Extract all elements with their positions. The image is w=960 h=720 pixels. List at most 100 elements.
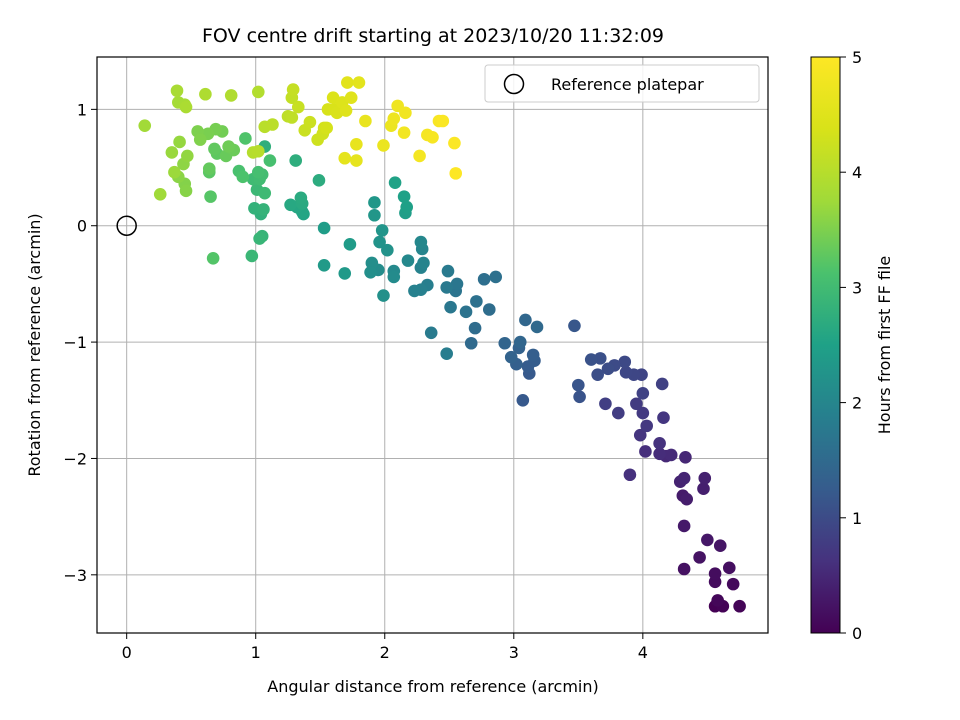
data-point <box>339 104 353 117</box>
data-point <box>693 551 706 564</box>
data-point <box>204 190 217 203</box>
data-point <box>436 114 450 128</box>
data-point <box>258 186 272 200</box>
data-point <box>364 265 377 279</box>
data-point <box>417 256 430 270</box>
data-point <box>341 76 354 89</box>
x-tick-label: 2 <box>380 643 390 662</box>
data-point <box>708 567 722 580</box>
data-point <box>664 448 678 462</box>
data-point <box>251 165 265 179</box>
x-axis-ticks: 0 1 2 3 4 <box>122 633 648 662</box>
data-point <box>375 224 389 237</box>
data-point <box>317 221 331 235</box>
data-point <box>653 447 666 461</box>
data-point <box>239 132 252 145</box>
y-tick-label: −2 <box>63 449 87 468</box>
data-point <box>726 577 740 591</box>
data-point <box>441 264 455 278</box>
data-point <box>170 84 184 98</box>
colorbar-tick-label: 4 <box>852 163 862 182</box>
data-point <box>251 85 265 99</box>
data-point <box>289 154 303 167</box>
data-point <box>286 83 300 96</box>
data-point <box>599 397 612 411</box>
data-point <box>601 362 615 376</box>
data-point <box>338 151 352 165</box>
data-point <box>206 252 220 265</box>
y-axis-ticks: 1 0 −1 −2 −3 <box>63 100 97 585</box>
data-point <box>408 284 421 298</box>
data-point <box>368 196 381 209</box>
data-point <box>292 100 305 114</box>
x-tick-label: 1 <box>251 643 261 662</box>
chart-title: FOV centre drift starting at 2023/10/20 … <box>202 25 664 47</box>
data-point <box>263 154 277 167</box>
data-point <box>677 519 691 533</box>
data-point <box>359 114 372 128</box>
data-point <box>377 139 390 152</box>
data-point <box>179 184 193 198</box>
data-point <box>165 146 179 159</box>
data-point <box>618 355 632 369</box>
colorbar-label: Hours from first FF file <box>875 256 894 435</box>
data-point <box>236 170 250 184</box>
data-point <box>680 492 694 506</box>
data-point <box>397 190 411 203</box>
data-point <box>387 270 401 284</box>
legend-marker-icon <box>503 73 525 95</box>
data-point <box>303 115 317 129</box>
data-point <box>400 200 413 214</box>
data-point <box>224 89 238 102</box>
data-point <box>284 198 297 212</box>
data-point <box>251 144 265 158</box>
data-point <box>519 313 532 327</box>
data-point <box>350 154 363 167</box>
data-point <box>222 140 235 153</box>
reference-platepar-marker <box>116 215 137 236</box>
x-tick-label: 4 <box>638 643 648 662</box>
legend: Reference platepar <box>484 64 760 103</box>
data-point <box>440 347 453 361</box>
data-point <box>245 249 259 263</box>
legend-entry-reference: Reference platepar <box>551 75 704 94</box>
data-point <box>352 76 366 89</box>
data-point <box>711 594 724 607</box>
x-tick-label: 0 <box>122 643 132 662</box>
data-point <box>657 411 670 425</box>
data-point <box>285 111 299 124</box>
data-point <box>568 319 581 333</box>
data-point <box>388 176 402 189</box>
data-point <box>639 445 652 458</box>
data-point <box>513 335 527 349</box>
data-point <box>504 350 518 364</box>
data-point <box>153 188 167 201</box>
data-point <box>365 256 379 270</box>
data-point <box>498 336 512 350</box>
legend-box <box>484 64 760 103</box>
data-point <box>444 300 457 314</box>
data-point <box>426 130 439 144</box>
data-point <box>591 368 604 381</box>
x-tick-label: 3 <box>509 643 519 662</box>
plot-frame <box>96 56 769 634</box>
data-point <box>401 254 415 267</box>
data-point <box>202 162 216 176</box>
data-point <box>530 320 544 334</box>
data-point <box>387 112 401 125</box>
data-point <box>489 270 503 284</box>
data-point <box>399 106 412 120</box>
data-point <box>470 295 483 308</box>
data-point <box>623 468 637 482</box>
data-point <box>482 303 496 316</box>
data-point <box>633 428 647 442</box>
data-point <box>294 191 308 205</box>
data-point <box>677 471 691 485</box>
data-point <box>630 397 643 411</box>
data-point <box>477 272 491 286</box>
data-point <box>208 142 221 156</box>
data-point <box>698 471 712 485</box>
data-point <box>317 258 331 272</box>
data-point <box>377 289 390 302</box>
